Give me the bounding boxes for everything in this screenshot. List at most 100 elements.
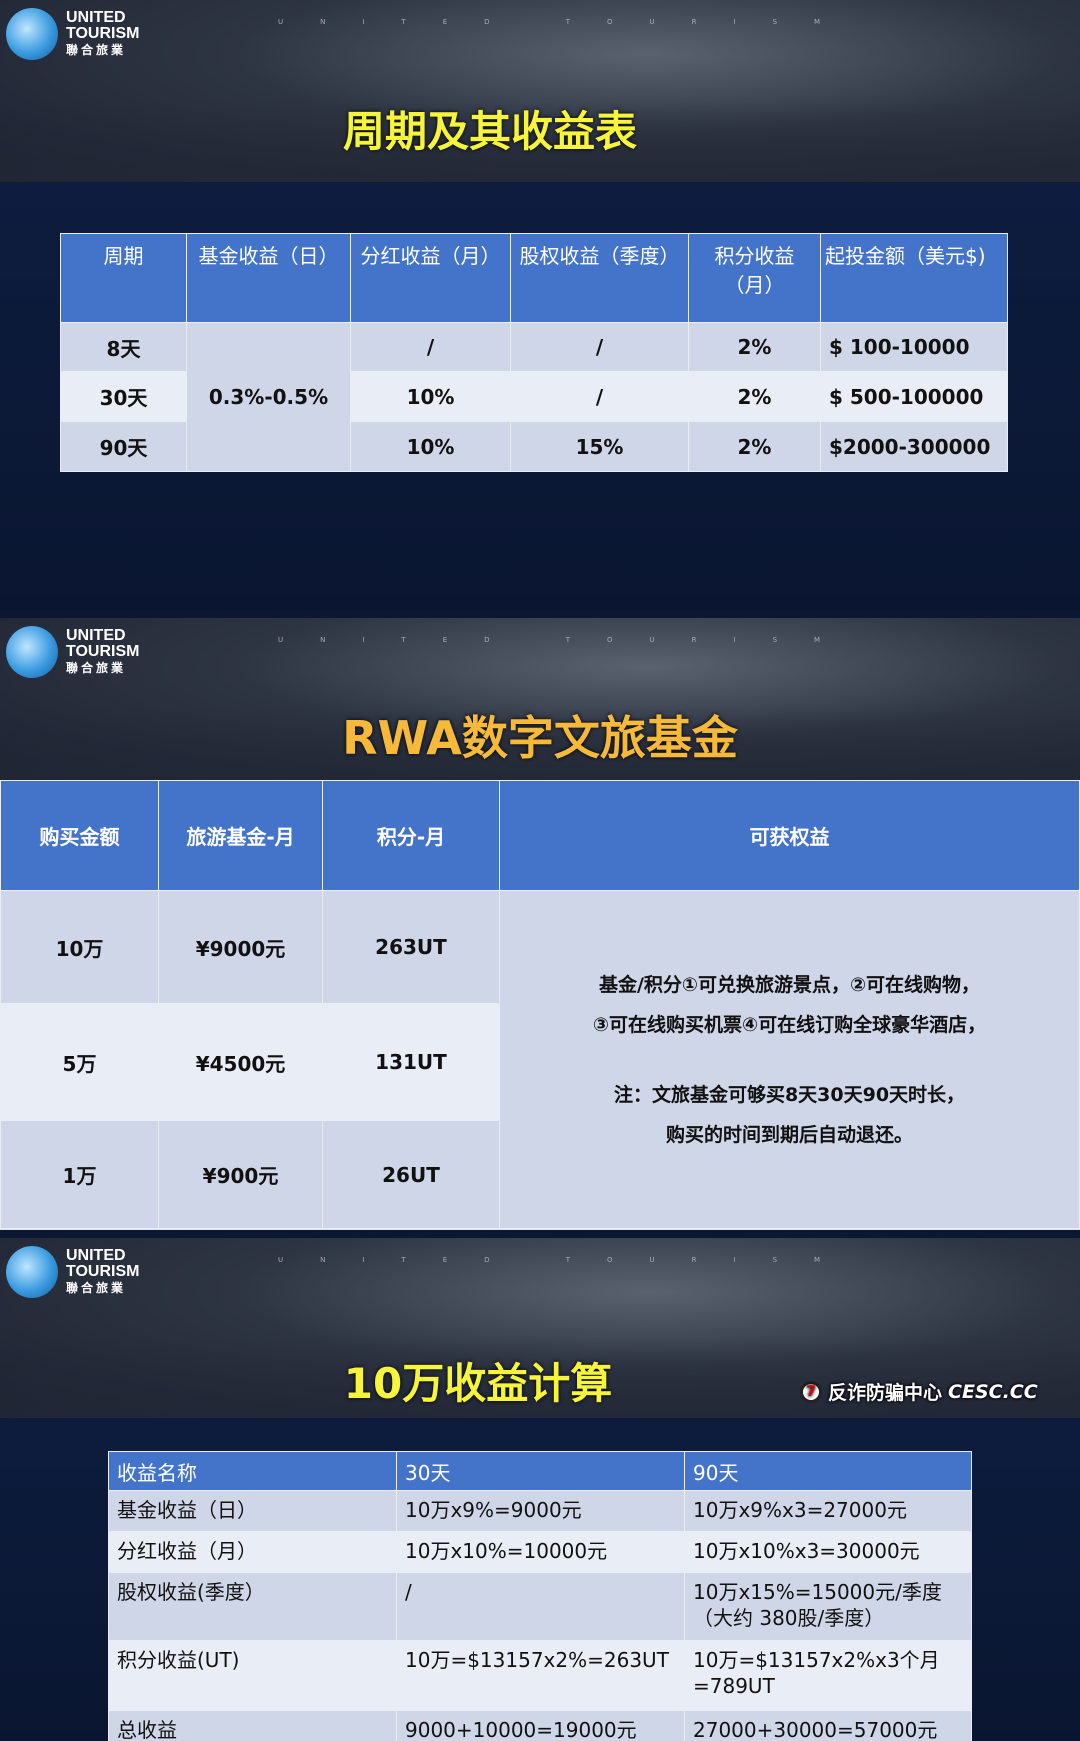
tagline: UNITED TOURISM [278, 636, 858, 644]
cell: $2000-300000 [820, 421, 1008, 472]
logo-globe-icon [6, 8, 58, 60]
cell: 10% [350, 421, 511, 472]
cell: 10万=$13157x2%x3个月=789UT [684, 1640, 972, 1711]
cycle-table: 周期 基金收益（日） 分红收益（月） 股权收益（季度） 积分收益（月） 起投金额… [60, 233, 1008, 472]
cell: 0.3%-0.5% [186, 322, 351, 472]
logo-cn: 聯合旅業 [66, 43, 127, 57]
note-line: 注：文旅基金可够买8天30天90天时长， [613, 1083, 966, 1106]
table-row: 分红收益（月） 10万x10%=10000元 10万x10%x3=30000元 [108, 1531, 972, 1573]
table-header-row: 周期 基金收益（日） 分红收益（月） 股权收益（季度） 积分收益（月） 起投金额… [60, 233, 1008, 323]
cell: 2% [688, 421, 821, 472]
cell: 股权收益(季度） [108, 1572, 397, 1641]
cell: / [510, 322, 689, 372]
cell: 10万x15%=15000元/季度（大约 380股/季度） [684, 1572, 972, 1641]
cell: / [510, 371, 689, 422]
benefit-line: ③可在线购买机票④可在线订购全球豪华酒店， [592, 1013, 987, 1036]
benefit-line: 基金/积分①可兑换旅游景点，②可在线购物， [598, 973, 981, 996]
header-cell: 积分收益（月） [688, 233, 821, 323]
cell: 基金收益（日） [108, 1490, 397, 1532]
cell: 总收益 [108, 1710, 397, 1741]
header-cell: 积分-月 [322, 780, 500, 891]
logo-globe-icon [6, 1246, 58, 1298]
cell: 27000+30000=57000元 [684, 1710, 972, 1741]
slide-100k-calc: UNITED TOURISM 聯合旅業 UNITED TOURISM 10万收益计算… [0, 1238, 1080, 1741]
slide-cycle-returns: UNITED TOURISM 聯合旅業 UNITED TOURISM 周期及其收益表… [0, 0, 1080, 610]
banner: UNITED TOURISM 聯合旅業 UNITED TOURISM RWA数字文旅… [0, 618, 1080, 780]
cell: 积分收益(UT) [108, 1640, 397, 1711]
header-cell: 起投金额（美元$) [820, 233, 1008, 323]
cell: 5万 [0, 1003, 159, 1121]
calc-table: 收益名称 30天 90天 基金收益（日） 10万x9%=9000元 10万x9%x3… [108, 1451, 972, 1741]
logo-line1: UNITED [66, 9, 126, 26]
watermark: 7 反诈防骗中心 CESC.CC [800, 1378, 1038, 1405]
logo: UNITED TOURISM 聯合旅業 [6, 626, 139, 678]
watermark-text: 反诈防骗中心 [828, 1382, 943, 1404]
cell: / [350, 322, 511, 372]
cell: 15% [510, 421, 689, 472]
cell: 30天 [60, 371, 187, 422]
cell: ¥4500元 [158, 1003, 323, 1121]
table-row: 10万 ¥9000元 263UT 基金/积分①可兑换旅游景点，②可在线购物， ③… [0, 890, 1080, 1229]
table-row: 积分收益(UT) 10万=$13157x2%=263UT 10万=$13157x2%… [108, 1640, 972, 1711]
table-row: 总收益 9000+10000=19000元 27000+30000=57000元 [108, 1710, 972, 1741]
cell: 10% [350, 371, 511, 422]
slide-title: 周期及其收益表 [342, 107, 637, 156]
logo-line1: UNITED [66, 1247, 126, 1264]
logo: UNITED TOURISM 聯合旅業 [6, 8, 139, 60]
header-cell: 股权收益（季度） [510, 233, 689, 323]
cell: 8天 [60, 322, 187, 372]
anti-fraud-logo-icon: 7 [800, 1380, 822, 1403]
table-row: 股权收益(季度）/10万x15%=15000元/季度（大约 380股/季度） [108, 1572, 972, 1641]
cell: / [396, 1572, 685, 1641]
table-row: 8天 0.3%-0.5% / / 2% $ 100-10000 [60, 322, 1008, 472]
cell: ¥900元 [158, 1120, 323, 1229]
cell: 10万x9%=9000元 [396, 1490, 685, 1532]
logo-globe-icon [6, 626, 58, 678]
tagline: UNITED TOURISM [278, 18, 858, 26]
logo-cn: 聯合旅業 [66, 661, 127, 675]
cell: 1万 [0, 1120, 159, 1229]
header-cell: 分红收益（月） [350, 233, 511, 323]
cell: 分红收益（月） [108, 1531, 397, 1573]
cell: 26UT [322, 1120, 500, 1229]
banner: UNITED TOURISM 聯合旅業 UNITED TOURISM 10万收益计算 [0, 1238, 1080, 1418]
header-cell: 收益名称 [108, 1451, 397, 1491]
cell: $ 100-10000 [820, 322, 1008, 372]
logo-line2: TOURISM [66, 1263, 140, 1280]
cell: 2% [688, 322, 821, 372]
header-cell: 购买金额 [0, 780, 159, 891]
logo-cn: 聯合旅業 [66, 1281, 127, 1295]
logo: UNITED TOURISM 聯合旅業 [6, 1246, 139, 1298]
cell: ¥9000元 [158, 890, 323, 1004]
header-cell: 周期 [60, 233, 187, 323]
table-row: 30天 10% / 2% $ 500-100000 [60, 371, 1008, 422]
cell: 10万x10%x3=30000元 [684, 1531, 972, 1573]
header-cell: 可获权益 [499, 780, 1080, 891]
cell: 9000+10000=19000元 [396, 1710, 685, 1741]
slide-rwa-fund: UNITED TOURISM 聯合旅業 UNITED TOURISM RWA数字文旅… [0, 618, 1080, 1230]
header-cell: 基金收益（日） [186, 233, 351, 323]
table-row: 基金收益（日） 10万x9%=9000元 10万x9%x3=27000元 [108, 1490, 972, 1532]
header-cell: 90天 [684, 1451, 972, 1491]
logo-line2: TOURISM [66, 643, 140, 660]
note-line: 购买的时间到期后自动退还。 [665, 1123, 913, 1146]
cell: 10万x9%x3=27000元 [684, 1490, 972, 1532]
header-cell: 30天 [396, 1451, 685, 1491]
cell: 90天 [60, 421, 187, 472]
fund-table: 购买金额 旅游基金-月 积分-月 可获权益 10万 ¥9000元 263UT 基… [0, 780, 1080, 1229]
cell: 131UT [322, 1003, 500, 1121]
cell: 10万=$13157x2%=263UT [396, 1640, 685, 1711]
logo-line1: UNITED [66, 627, 126, 644]
header-cell: 旅游基金-月 [158, 780, 323, 891]
cell: 2% [688, 371, 821, 422]
cell: 10万 [0, 890, 159, 1004]
logo-line2: TOURISM [66, 25, 140, 42]
cell: 10万x10%=10000元 [396, 1531, 685, 1573]
table-header-row: 购买金额 旅游基金-月 积分-月 可获权益 [0, 780, 1080, 891]
watermark-site: CESC.CC [948, 1380, 1038, 1403]
cell: 263UT [322, 890, 500, 1004]
slide-title: RWA数字文旅基金 [342, 711, 738, 765]
slide-title: 10万收益计算 [343, 1359, 613, 1408]
benefits-cell: 基金/积分①可兑换旅游景点，②可在线购物， ③可在线购买机票④可在线订购全球豪华… [499, 890, 1080, 1229]
table-header-row: 收益名称 30天 90天 [108, 1451, 972, 1491]
